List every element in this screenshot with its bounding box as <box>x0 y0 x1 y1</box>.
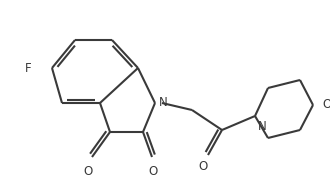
Text: O: O <box>198 160 208 173</box>
Text: F: F <box>25 61 32 75</box>
Text: O: O <box>83 165 93 175</box>
Text: N: N <box>159 96 168 110</box>
Text: N: N <box>258 120 267 133</box>
Text: O: O <box>148 165 158 175</box>
Text: O: O <box>322 99 330 111</box>
